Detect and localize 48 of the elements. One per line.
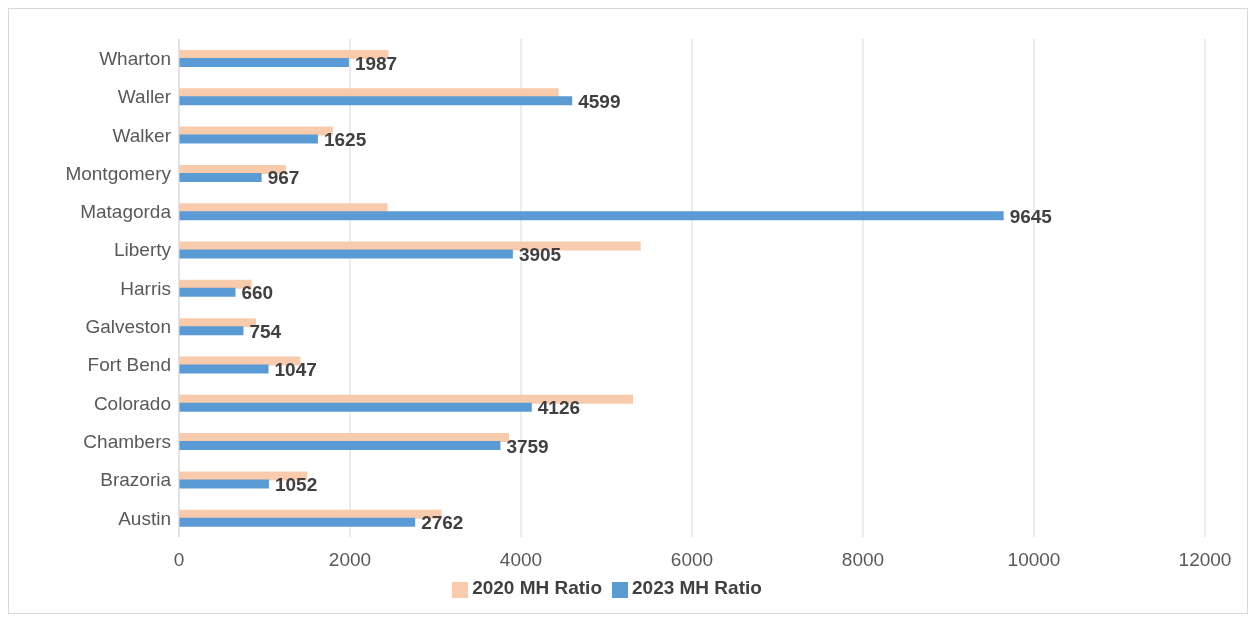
- x-tick-label: 0: [173, 549, 185, 571]
- y-tick-label: Chambers: [83, 430, 171, 452]
- bar: [179, 172, 262, 182]
- data-label: 1987: [354, 52, 398, 74]
- y-tick-label: Walker: [112, 124, 172, 146]
- legend-label: 2023 MH Ratio: [632, 577, 762, 598]
- bar: [179, 479, 269, 489]
- x-tick-label: 4000: [499, 549, 543, 571]
- data-label: 4126: [537, 397, 581, 419]
- y-tick-label: Waller: [117, 86, 172, 108]
- data-label: 9645: [1009, 205, 1053, 227]
- y-tick-label: Austin: [118, 507, 171, 529]
- bar: [179, 441, 501, 451]
- data-label: 2762: [421, 512, 464, 534]
- x-tick-label: 8000: [841, 549, 885, 571]
- bar: [179, 249, 513, 259]
- y-tick-label: Liberty: [113, 239, 172, 261]
- data-label: 1052: [274, 473, 318, 495]
- x-tick-label: 10000: [1007, 549, 1061, 571]
- data-label: 660: [241, 282, 274, 304]
- y-tick-label: Montgomery: [65, 162, 172, 184]
- bar: [179, 364, 269, 374]
- y-tick-label: Galveston: [85, 316, 171, 338]
- bar: [179, 517, 416, 527]
- data-label: 3905: [518, 244, 562, 266]
- bar: [179, 134, 318, 144]
- data-label: 754: [249, 320, 282, 342]
- y-tick-label: Harris: [120, 277, 171, 299]
- y-tick-label: Wharton: [99, 47, 171, 69]
- y-tick-label: Brazoria: [100, 469, 172, 491]
- x-tick-label: 6000: [670, 549, 714, 571]
- x-tick-label: 2000: [328, 549, 372, 571]
- data-label: 4599: [578, 90, 621, 112]
- y-tick-label: Colorado: [93, 392, 171, 414]
- data-label: 1047: [274, 358, 317, 380]
- bar: [179, 96, 573, 106]
- x-tick-label: 12000: [1178, 549, 1232, 571]
- bar: [179, 211, 1004, 221]
- y-tick-label: Matagorda: [80, 201, 172, 223]
- data-label: 1625: [323, 129, 367, 151]
- data-label: 3759: [506, 435, 549, 457]
- legend-label: 2020 MH Ratio: [472, 577, 602, 598]
- y-tick-label: Fort Bend: [87, 354, 171, 376]
- bar: [179, 326, 244, 336]
- data-label: 967: [267, 167, 300, 189]
- bar: [179, 402, 532, 412]
- bar: [179, 58, 349, 67]
- bar: [179, 287, 236, 297]
